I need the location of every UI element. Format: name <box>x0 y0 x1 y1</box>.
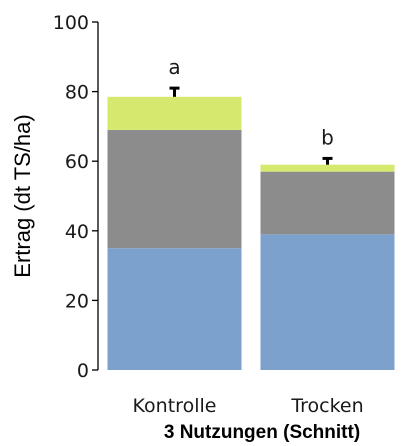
significance-label-kontrolle: a <box>168 55 180 79</box>
bar-segment-1-trocken <box>260 234 395 370</box>
bar-segment-3-kontrolle <box>107 96 242 130</box>
category-label-trocken: Trocken <box>290 395 363 417</box>
category-label-kontrolle: Kontrolle <box>133 395 217 417</box>
x-axis-label: 3 Nutzungen (Schnitt) <box>164 422 360 443</box>
y-tick-label: 20 <box>65 290 89 312</box>
y-axis-label: Ertrag (dt TS/ha) <box>10 114 35 277</box>
bar-segment-3-trocken <box>260 164 395 172</box>
bar-segment-1-kontrolle <box>107 248 242 370</box>
y-tick-label: 40 <box>65 221 89 243</box>
y-tick-label: 0 <box>77 360 89 382</box>
y-tick-label: 60 <box>65 151 89 173</box>
bar-segment-2-kontrolle <box>107 129 242 249</box>
y-axis-ticks: 0 20 40 60 80 100 <box>53 12 98 382</box>
y-tick-label: 100 <box>53 12 89 34</box>
category-labels: a Kontrolle b Trocken <box>133 55 364 417</box>
significance-label-trocken: b <box>321 125 334 149</box>
bars <box>107 86 395 370</box>
y-tick-label: 80 <box>65 82 89 104</box>
bar-segment-2-trocken <box>260 171 395 235</box>
